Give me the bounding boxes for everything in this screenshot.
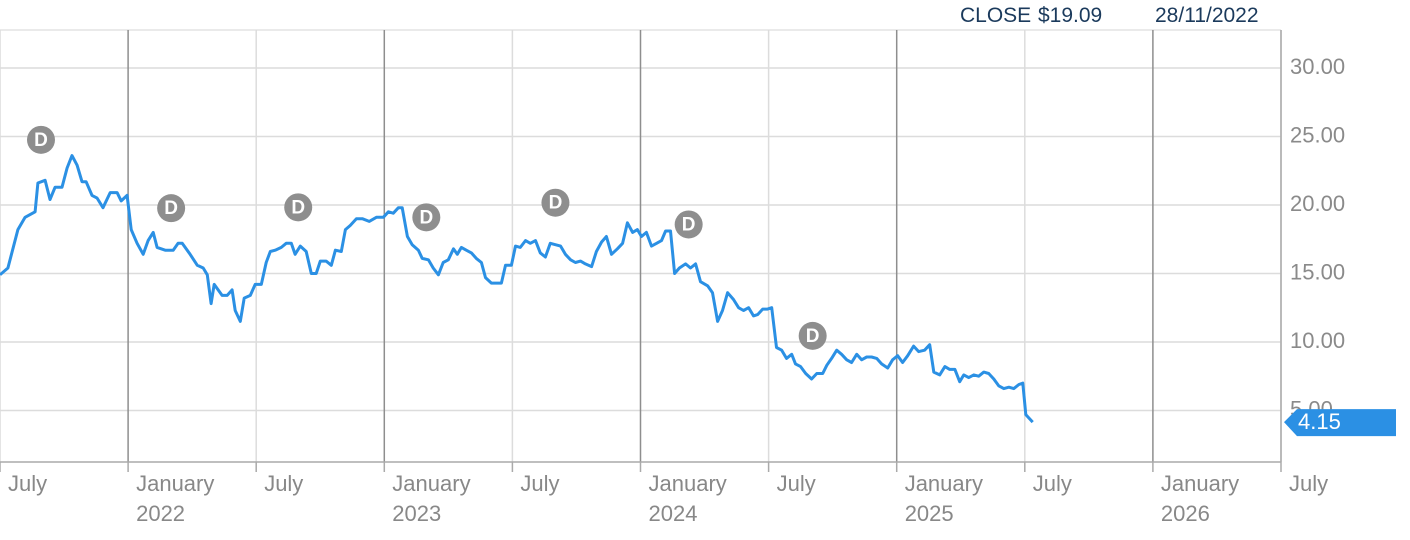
x-tick-label: July <box>520 471 560 496</box>
dividend-label: D <box>806 326 820 347</box>
dividend-label: D <box>682 214 696 235</box>
x-tick-label: January 2026 <box>1160 471 1240 526</box>
y-tick-label: 10.00 <box>1290 328 1345 353</box>
price-line <box>0 154 1034 424</box>
dividend-marker <box>157 194 186 223</box>
dividend-label: D <box>549 193 563 214</box>
y-tick-label: 30.00 <box>1290 54 1345 79</box>
dividend-marker <box>674 210 703 239</box>
x-tick-label: July <box>1289 471 1329 496</box>
dividend-marker <box>26 125 55 154</box>
close-value: $19.09 <box>1038 4 1103 27</box>
x-tick-label: July <box>776 471 816 496</box>
x-tick-label: January 2025 <box>904 471 983 526</box>
dividend-marker <box>541 188 570 217</box>
x-tick-label: January 2024 <box>648 471 727 526</box>
y-tick-label: 15.00 <box>1290 259 1345 284</box>
dividend-marker <box>284 193 313 222</box>
x-tick-label: January 2023 <box>392 471 471 526</box>
x-tick-label: July <box>264 471 304 496</box>
dividend-label: D <box>164 198 178 219</box>
dividend-label: D <box>419 207 433 228</box>
dividend-label: D <box>34 130 48 151</box>
x-tick-label: July <box>8 471 48 496</box>
dividend-marker <box>798 321 827 350</box>
date: 28/11/2022 <box>1155 4 1259 27</box>
close-label: CLOSE <box>960 4 1032 27</box>
x-tick-label: January 2022 <box>136 471 215 526</box>
y-tick-label: 20.00 <box>1290 191 1345 216</box>
x-tick-label: July <box>1032 471 1072 496</box>
dividend-label: D <box>291 197 305 218</box>
dividend-marker <box>412 203 441 232</box>
price-tag-label: 4.15 <box>1298 409 1341 434</box>
price-tag <box>1284 409 1396 437</box>
y-tick-label: 25.00 <box>1290 122 1345 147</box>
